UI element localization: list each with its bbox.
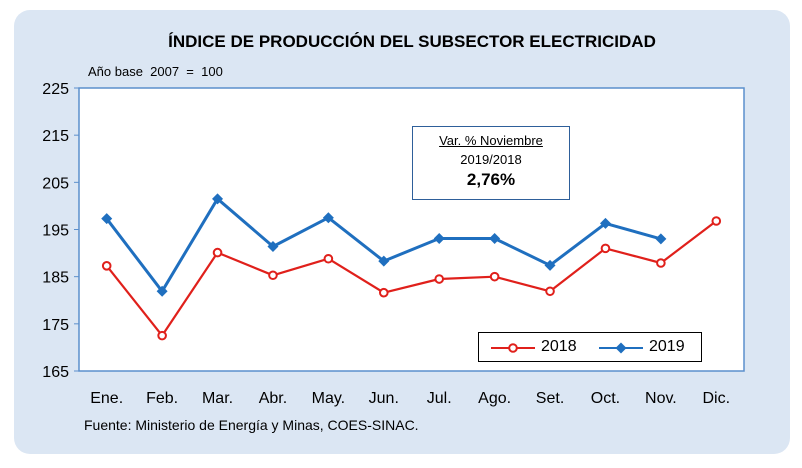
y-tick-label: 185	[42, 270, 69, 287]
data-point-2018	[157, 330, 167, 341]
y-tick-label: 165	[42, 364, 69, 381]
data-point-2018	[489, 271, 500, 282]
data-point-2019	[212, 193, 224, 205]
x-tick-label: Ago.	[478, 390, 511, 407]
x-tick-label: Nov.	[645, 390, 677, 407]
x-tick-label: Abr.	[259, 390, 287, 407]
x-axis: Ene. Feb. Mar. Abr. May. Jun. Jul. Ago. Set. Oct.…	[90, 390, 730, 407]
data-point-2019	[101, 213, 113, 225]
x-tick-label: Feb.	[146, 390, 178, 407]
x-tick-label: Jul.	[427, 390, 452, 407]
y-tick-label: 215	[42, 128, 69, 145]
x-tick-label: Jun.	[369, 390, 399, 407]
data-point-2019	[156, 285, 168, 297]
y-tick-label: 195	[42, 223, 69, 240]
chart-subtitle: Año base 2007 = 100	[88, 64, 223, 79]
annotation-period: 2019/2018	[460, 152, 522, 167]
data-point-2018	[323, 253, 334, 264]
data-point-2018	[600, 243, 611, 254]
x-tick-label: Set.	[536, 390, 564, 407]
data-point-2018	[711, 216, 722, 226]
data-point-2019	[433, 232, 445, 244]
data-point-2019	[655, 233, 667, 245]
data-point-2018	[656, 258, 666, 268]
y-axis: 165 175 185 195 205 215 225	[42, 81, 79, 381]
plot-area	[78, 87, 745, 372]
series-layer	[101, 193, 722, 341]
data-point-2019	[599, 217, 611, 229]
y-tick-label: 175	[42, 317, 69, 334]
annotation-value: 2,76%	[466, 170, 516, 189]
data-point-2019	[267, 240, 279, 252]
x-tick-label: Oct.	[591, 390, 620, 407]
x-tick-label: Dic.	[703, 390, 731, 407]
legend-marker-2019	[615, 342, 627, 354]
data-point-2018	[545, 286, 555, 297]
data-point-2019	[378, 255, 390, 267]
legend: 2018 2019	[478, 332, 702, 362]
data-point-2018	[101, 261, 112, 271]
y-tick-label: 225	[42, 81, 69, 98]
chart-title: ÍNDICE DE PRODUCCIÓN DEL SUBSECTOR ELECT…	[168, 32, 656, 51]
data-point-2019	[322, 212, 334, 224]
data-point-2018	[434, 274, 445, 284]
data-point-2019	[489, 232, 501, 244]
data-point-2018	[212, 247, 223, 258]
data-point-2018	[268, 270, 278, 281]
series-line-2018	[105, 220, 717, 337]
annotation-label: Var. % Noviembre	[439, 133, 543, 148]
legend-label-2019: 2019	[649, 338, 685, 355]
data-point-2019	[544, 259, 556, 271]
source-note: Fuente: Ministerio de Energía y Minas, C…	[84, 417, 419, 433]
data-point-2018	[378, 287, 389, 298]
legend-marker-2018	[508, 343, 518, 353]
x-tick-label: Ene.	[90, 390, 123, 407]
x-tick-label: May.	[312, 390, 345, 407]
x-tick-label: Mar.	[202, 390, 233, 407]
legend-label-2018: 2018	[541, 338, 577, 355]
variation-annotation: Var. % Noviembre 2019/2018 2,76%	[412, 126, 570, 200]
y-tick-label: 205	[42, 175, 69, 192]
